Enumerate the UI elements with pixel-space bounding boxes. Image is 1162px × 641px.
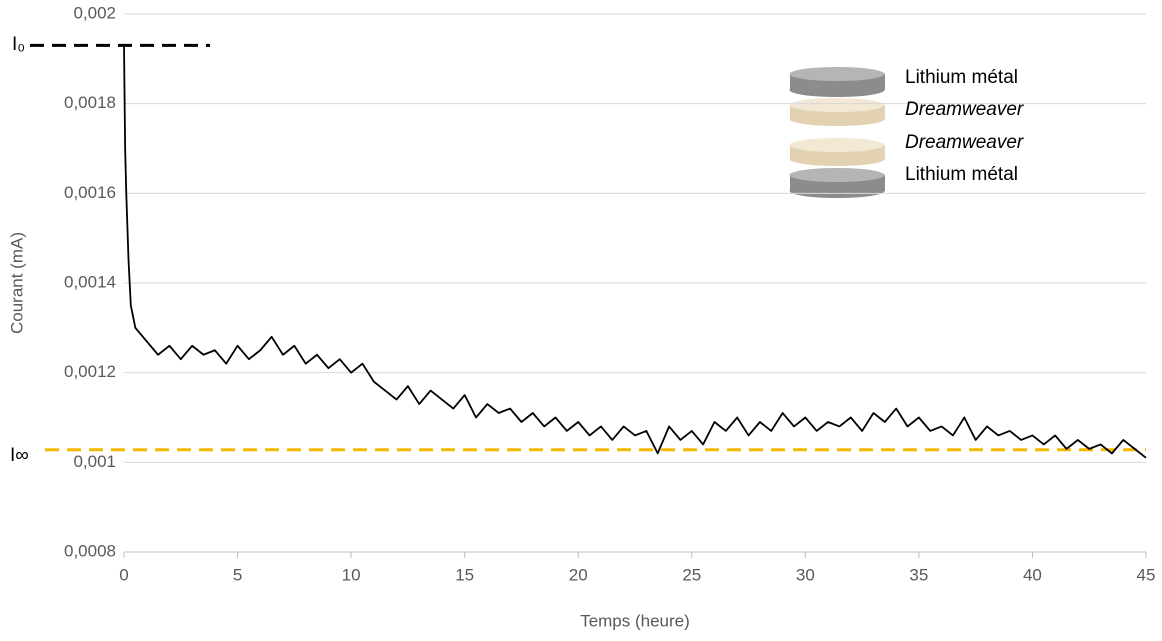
y-tick-label: 0,0008 (64, 541, 116, 560)
y-tick-label: 0,001 (73, 452, 116, 471)
x-tick-label: 10 (342, 565, 361, 584)
y-tick-label: 0,0018 (64, 93, 116, 112)
x-tick-label: 0 (119, 565, 128, 584)
x-tick-label: 30 (796, 565, 815, 584)
x-tick-label: 45 (1137, 565, 1156, 584)
x-tick-label: 25 (682, 565, 701, 584)
y-axis-title: Courant (mA) (7, 232, 26, 334)
y-tick-label: 0,0016 (64, 183, 116, 202)
data-line (123, 45, 1147, 459)
y-tick-label: 0,0012 (64, 362, 116, 381)
stack-label: Dreamweaver (905, 132, 1024, 153)
stack-label: Lithium métal (905, 67, 1018, 88)
y-tick-label: 0,002 (73, 3, 116, 22)
x-axis-title: Temps (heure) (580, 611, 690, 630)
x-tick-label: 15 (455, 565, 474, 584)
stack-illustration (789, 67, 885, 198)
y-tick-label: 0,0014 (64, 272, 116, 291)
stack-label: Dreamweaver (905, 99, 1024, 120)
x-tick-label: 35 (909, 565, 928, 584)
x-tick-label: 5 (233, 565, 242, 584)
x-tick-label: 40 (1023, 565, 1042, 584)
reference-label: I∞ (10, 445, 29, 466)
x-tick-label: 20 (569, 565, 588, 584)
reference-label: I₀ (12, 34, 25, 55)
stack-label: Lithium métal (905, 164, 1018, 185)
